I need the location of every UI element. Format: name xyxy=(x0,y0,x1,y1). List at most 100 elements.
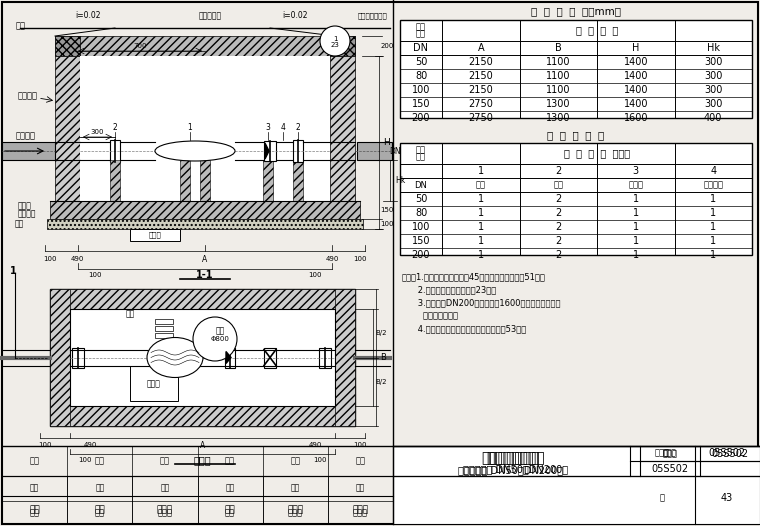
Text: 2: 2 xyxy=(555,250,562,260)
Text: 井盖及支座: 井盖及支座 xyxy=(198,12,222,21)
Bar xyxy=(50,406,355,426)
Text: 一校: 一校 xyxy=(225,457,235,466)
Bar xyxy=(225,348,235,368)
Text: Φ800: Φ800 xyxy=(211,336,230,342)
Text: 1100: 1100 xyxy=(546,57,571,67)
Text: 审定: 审定 xyxy=(95,483,104,492)
Text: B/2: B/2 xyxy=(375,379,387,385)
Bar xyxy=(180,160,190,201)
Bar xyxy=(50,289,355,426)
Bar xyxy=(293,160,303,201)
Text: 1300: 1300 xyxy=(546,99,571,109)
Text: 1: 1 xyxy=(632,194,639,204)
Text: 100: 100 xyxy=(313,457,327,463)
Text: 1: 1 xyxy=(632,208,639,218)
Bar xyxy=(50,201,360,219)
Text: 平面图: 平面图 xyxy=(194,455,211,465)
Text: 490: 490 xyxy=(84,442,97,448)
Text: 200: 200 xyxy=(412,113,430,123)
Text: 150: 150 xyxy=(412,99,430,109)
Text: 1: 1 xyxy=(632,236,639,246)
Text: 过程: 过程 xyxy=(225,509,235,518)
Text: 初与名: 初与名 xyxy=(353,505,369,514)
Text: 50: 50 xyxy=(415,57,427,67)
Text: A: A xyxy=(200,440,205,450)
Text: 1: 1 xyxy=(710,208,717,218)
Text: H: H xyxy=(384,138,391,147)
Text: 图集号: 图集号 xyxy=(654,449,670,458)
Text: 490: 490 xyxy=(71,256,84,262)
Text: 2: 2 xyxy=(296,124,300,133)
Text: 100: 100 xyxy=(353,256,367,262)
Bar xyxy=(47,219,363,229)
Text: 1: 1 xyxy=(632,250,639,260)
Text: 焦光石: 焦光石 xyxy=(287,505,303,514)
Text: 2: 2 xyxy=(555,208,562,218)
Text: 490: 490 xyxy=(326,256,339,262)
Bar xyxy=(50,289,355,309)
Text: 100: 100 xyxy=(353,442,367,448)
Text: 1-1: 1-1 xyxy=(196,270,214,280)
Bar xyxy=(2,142,55,160)
Text: 混凝土水表井。: 混凝土水表井。 xyxy=(402,311,458,320)
Text: 地面: 地面 xyxy=(16,22,26,31)
Bar xyxy=(72,348,84,368)
Text: 各  部  尺  寸: 各 部 尺 寸 xyxy=(576,25,618,35)
Text: 1: 1 xyxy=(632,222,639,232)
Text: 1300: 1300 xyxy=(546,113,571,123)
Text: 直径: 直径 xyxy=(416,29,426,38)
Text: 1400: 1400 xyxy=(623,85,648,95)
Text: 4.砖砌矩形水表井主要材料汇总表见第53页。: 4.砖砌矩形水表井主要材料汇总表见第53页。 xyxy=(402,324,526,333)
Text: 2.集水坑、踏步做法见第23页。: 2.集水坑、踏步做法见第23页。 xyxy=(402,285,496,294)
Text: 审定: 审定 xyxy=(95,457,105,466)
Text: 1400: 1400 xyxy=(623,71,648,81)
Text: 100: 100 xyxy=(78,457,92,463)
Text: 1: 1 xyxy=(478,208,484,218)
Text: 设计: 设计 xyxy=(290,483,300,492)
Text: 落汶: 落汶 xyxy=(95,509,105,518)
Text: 80: 80 xyxy=(415,208,427,218)
Text: 200: 200 xyxy=(380,43,394,49)
Text: 1: 1 xyxy=(710,250,717,260)
Text: 1: 1 xyxy=(478,194,484,204)
Text: 1: 1 xyxy=(478,166,484,176)
Polygon shape xyxy=(226,351,231,363)
Text: DN: DN xyxy=(413,43,429,53)
Text: i=0.02: i=0.02 xyxy=(282,12,308,21)
Bar xyxy=(110,140,120,162)
Text: 钢筋混: 钢筋混 xyxy=(18,201,32,210)
Text: 1: 1 xyxy=(478,236,484,246)
Text: 1: 1 xyxy=(478,250,484,260)
Text: B: B xyxy=(555,43,562,53)
Text: 制图: 制图 xyxy=(356,457,366,466)
Text: 集水坑: 集水坑 xyxy=(149,231,161,238)
Text: 各  部  材  料  表: 各 部 材 料 表 xyxy=(547,130,605,140)
Text: 曹滢: 曹滢 xyxy=(30,509,40,518)
Text: 制图: 制图 xyxy=(356,483,365,492)
Circle shape xyxy=(320,26,350,56)
Text: 垫层: 垫层 xyxy=(15,219,24,228)
Text: 100: 100 xyxy=(412,85,430,95)
Text: Hk: Hk xyxy=(395,176,405,185)
Text: DN: DN xyxy=(414,180,427,189)
Text: 钢筋混凝土盖板: 钢筋混凝土盖板 xyxy=(358,13,388,19)
Text: 审核: 审核 xyxy=(30,457,40,466)
Bar xyxy=(393,446,760,524)
Bar xyxy=(400,20,752,118)
Text: 曹滢: 曹滢 xyxy=(29,505,40,514)
Text: 直径: 直径 xyxy=(416,153,426,161)
Text: 400: 400 xyxy=(704,113,723,123)
Bar xyxy=(264,348,276,368)
Text: 100: 100 xyxy=(380,221,394,227)
Text: 150: 150 xyxy=(412,236,430,246)
Text: 设计: 设计 xyxy=(290,457,300,466)
Text: A: A xyxy=(477,43,484,53)
Ellipse shape xyxy=(147,338,203,378)
Text: 300: 300 xyxy=(704,71,723,81)
Bar xyxy=(55,36,80,56)
Bar xyxy=(335,289,355,426)
Text: 1: 1 xyxy=(710,236,717,246)
Circle shape xyxy=(193,317,237,361)
Text: 80: 80 xyxy=(415,71,427,81)
Text: 1: 1 xyxy=(188,124,192,133)
